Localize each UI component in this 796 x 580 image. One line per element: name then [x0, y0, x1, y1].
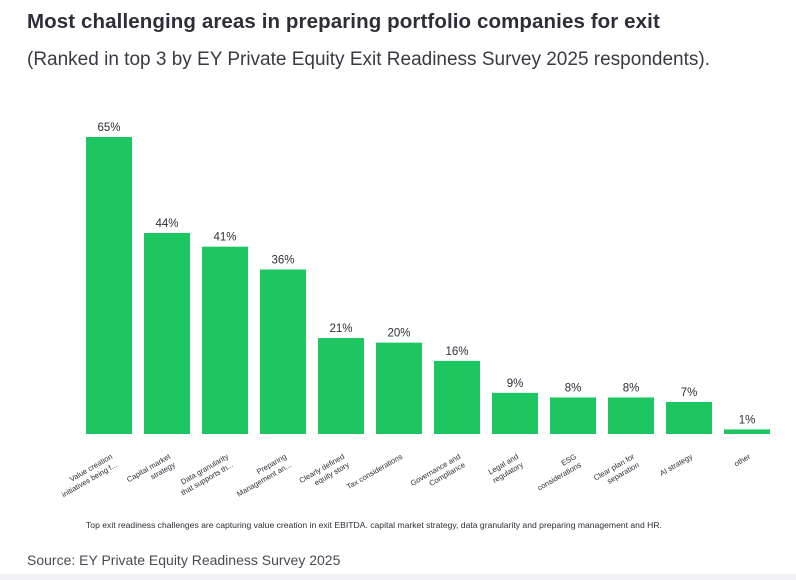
- bar-value-label: 44%: [155, 218, 178, 230]
- bar-3: [202, 246, 248, 434]
- bar-2: [144, 232, 190, 434]
- bar-value-label: 16%: [445, 346, 468, 358]
- chart-footnote: Top exit readiness challenges are captur…: [86, 520, 662, 530]
- category-label: Tax considerations: [345, 452, 404, 491]
- bar-value-label: 7%: [681, 387, 698, 399]
- bar-4: [260, 269, 306, 434]
- bar-value-label: 36%: [271, 255, 294, 267]
- category-label: Clear plan forseparation: [592, 452, 641, 491]
- category-label: Value creationinitiatives being f...: [55, 452, 118, 499]
- category-label: AI strategy: [658, 452, 694, 478]
- bar-value-label: 65%: [97, 122, 120, 134]
- category-label-line: considerations: [536, 460, 583, 492]
- category-label-line: AI strategy: [658, 452, 694, 478]
- bar-chart: 65% 44% 41% 36% 21% 20% 16% 9% 8% 8% 7% 1% Value cr…: [55, 122, 770, 499]
- bar-value-label: 20%: [387, 328, 410, 340]
- category-label: ESGconsiderations: [531, 452, 583, 493]
- bar-9: [550, 397, 596, 434]
- category-label: Governance andCompliance: [409, 452, 467, 496]
- bar-12: [724, 429, 770, 434]
- bar-value-label: 21%: [329, 323, 352, 335]
- bar-10: [608, 397, 654, 434]
- bar-8: [492, 392, 538, 434]
- bar-11: [666, 402, 712, 434]
- bottom-strip: [0, 574, 796, 580]
- chart-title: Most challenging areas in preparing port…: [27, 10, 660, 33]
- category-label: Capital marketstrategy: [125, 451, 177, 492]
- bar-value-label: 9%: [507, 378, 524, 390]
- category-label: PreparingManagement an...: [230, 452, 292, 499]
- value-labels-group: 65% 44% 41% 36% 21% 20% 16% 9% 8% 8% 7% 1%: [97, 122, 755, 426]
- bar-1: [86, 137, 132, 434]
- category-labels-group: Value creationinitiatives being f... Capi…: [55, 451, 753, 499]
- bar-6: [376, 342, 422, 434]
- chart-subtitle: (Ranked in top 3 by EY Private Equity Ex…: [27, 49, 710, 70]
- category-label: Data granularitythat supports th...: [175, 452, 235, 497]
- bar-7: [434, 360, 480, 434]
- source-note: Source: EY Private Equity Readiness Surv…: [27, 552, 341, 568]
- category-label-line: Tax considerations: [345, 452, 404, 491]
- bars-group: [86, 137, 770, 434]
- bar-value-label: 41%: [213, 232, 236, 244]
- bar-value-label: 1%: [739, 414, 756, 426]
- bar-value-label: 8%: [623, 382, 640, 394]
- bar-value-label: 8%: [565, 382, 582, 394]
- category-label: Legal andregulatory: [486, 452, 525, 485]
- category-label-line: other: [733, 452, 753, 469]
- category-label: other: [733, 452, 753, 469]
- category-label: Clearly definedequity story: [298, 452, 351, 493]
- bar-5: [318, 338, 364, 434]
